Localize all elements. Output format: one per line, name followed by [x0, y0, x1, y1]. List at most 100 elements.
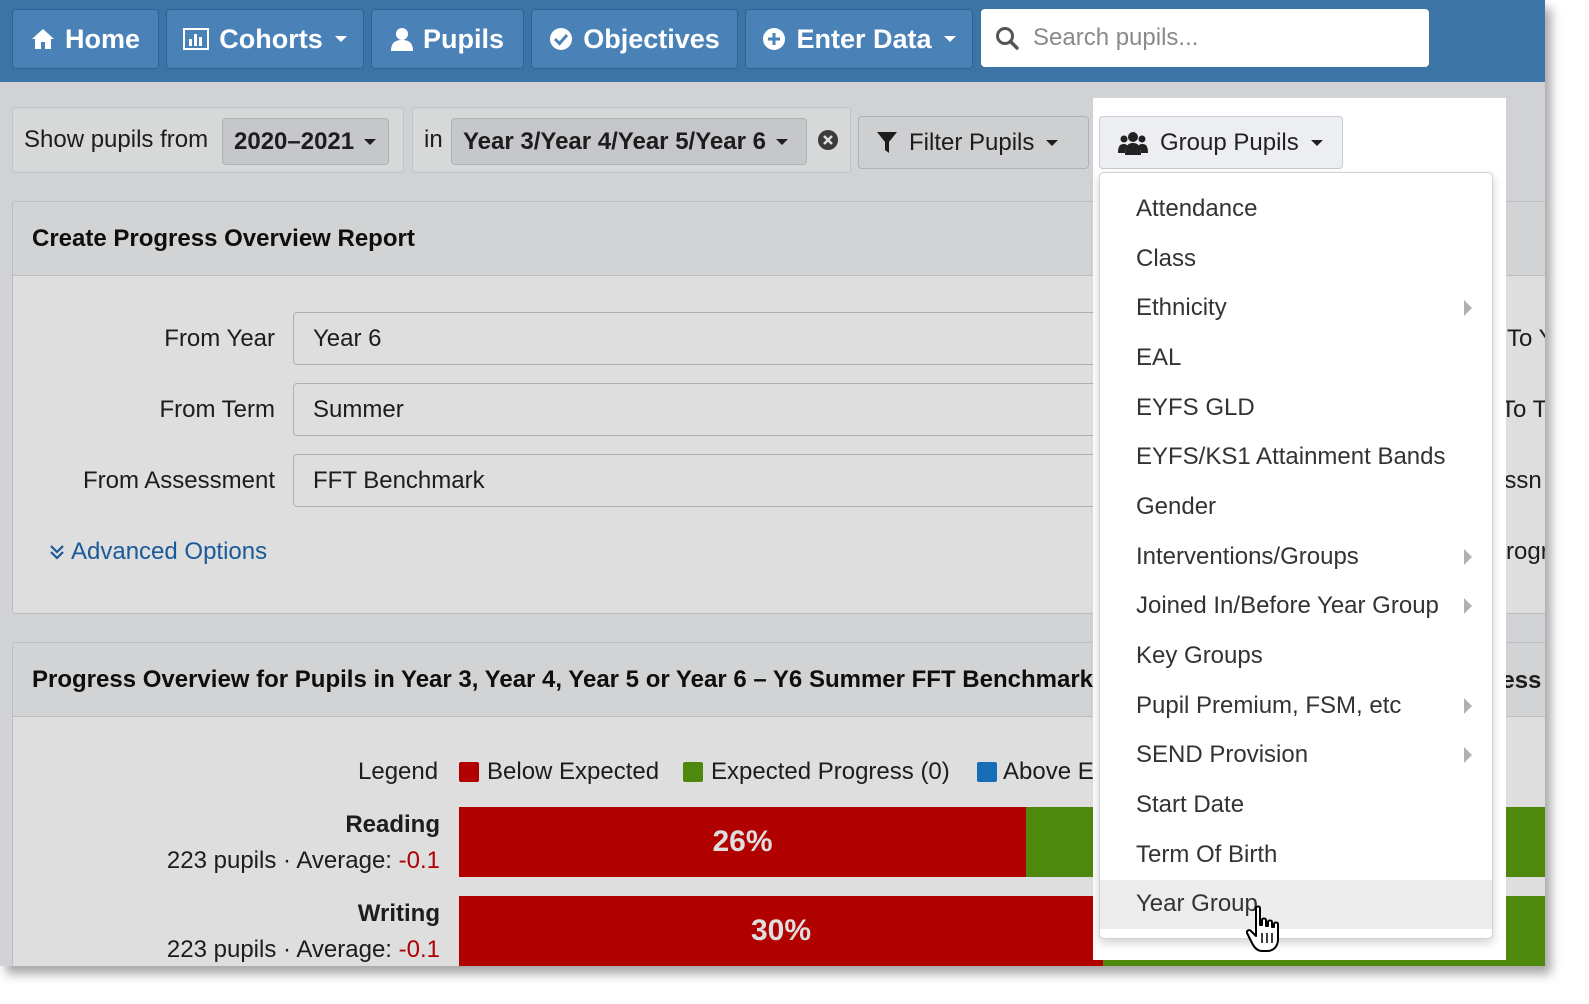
- filter-pupils-label: Filter Pupils: [909, 128, 1035, 156]
- legend-below-label: Below Expected: [487, 758, 660, 785]
- menu-item-eyfs-ks1-bands[interactable]: EYFS/KS1 Attainment Bands: [1100, 432, 1492, 482]
- menu-item-label: Term Of Birth: [1136, 840, 1278, 868]
- nav-objectives-button[interactable]: Objectives: [531, 9, 738, 69]
- from-assessment-value: FFT Benchmark: [313, 466, 485, 494]
- menu-item-joined-in[interactable]: Joined In/Before Year Group: [1100, 582, 1492, 632]
- user-icon: [390, 28, 413, 51]
- legend-swatch-above: [977, 762, 997, 782]
- year-groups-value: Year 3/Year 4/Year 5/Year 6: [463, 127, 766, 155]
- menu-item-label: Joined In/Before Year Group: [1136, 592, 1439, 620]
- writing-summary: 223 pupils · Average: -0.1: [13, 936, 440, 964]
- nav-objectives-label: Objectives: [583, 23, 720, 54]
- nav-home-label: Home: [64, 23, 140, 54]
- chevron-right-icon: [1464, 598, 1472, 615]
- menu-item-label: EYFS GLD: [1136, 393, 1255, 421]
- menu-item-label: Interventions/Groups: [1136, 542, 1359, 570]
- menu-item-label: Class: [1136, 244, 1197, 272]
- check-circle-icon: [550, 28, 573, 50]
- writing-pupils-text: 223 pupils · Average:: [166, 936, 399, 963]
- menu-item-interventions[interactable]: Interventions/Groups: [1100, 532, 1492, 582]
- nav-pupils-label: Pupils: [422, 23, 504, 54]
- from-year-value: Year 6: [313, 324, 382, 352]
- menu-item-pupil-premium[interactable]: Pupil Premium, FSM, etc: [1100, 681, 1492, 731]
- menu-item-label: Gender: [1136, 492, 1217, 520]
- menu-item-send-provision[interactable]: SEND Provision: [1100, 731, 1492, 781]
- chevron-right-icon: [1464, 548, 1472, 565]
- search-box: [981, 9, 1429, 67]
- from-year-label: From Year: [164, 325, 275, 352]
- group-pupils-menu: Attendance Class Ethnicity EAL EYFS GLD …: [1099, 172, 1493, 939]
- from-term-value: Summer: [313, 395, 404, 423]
- show-pupils-label: Show pupils from: [24, 126, 209, 153]
- plus-circle-icon: [763, 28, 786, 50]
- from-term-label: From Term: [159, 396, 275, 423]
- menu-item-label: SEND Provision: [1136, 741, 1309, 769]
- menu-item-ethnicity[interactable]: Ethnicity: [1100, 283, 1492, 333]
- from-assessment-field[interactable]: FFT Benchmark: [293, 454, 1193, 507]
- nav-cohorts-label: Cohorts: [219, 23, 323, 54]
- menu-item-year-group[interactable]: Year Group: [1100, 879, 1492, 930]
- menu-item-label: Start Date: [1136, 791, 1245, 819]
- reading-average: -0.1: [398, 847, 440, 874]
- chevron-down-icon: [775, 138, 788, 145]
- group-pupils-label: Group Pupils: [1160, 128, 1299, 156]
- create-report-title: Create Progress Overview Report: [32, 224, 415, 252]
- chevron-right-icon: [1464, 697, 1472, 714]
- to-term-label: To T: [1501, 396, 1545, 423]
- menu-item-label: Year Group: [1136, 890, 1258, 918]
- filter-icon: [877, 131, 897, 153]
- menu-item-class[interactable]: Class: [1100, 234, 1492, 284]
- nav-home-button[interactable]: Home: [12, 9, 159, 69]
- chevron-right-icon: [1464, 747, 1472, 764]
- academic-year-value: 2020–2021: [234, 127, 355, 155]
- menu-item-start-date[interactable]: Start Date: [1100, 780, 1492, 830]
- reading-summary: 223 pupils · Average: -0.1: [13, 847, 440, 875]
- writing-subject-label: Writing: [357, 900, 440, 927]
- menu-item-eyfs-gld[interactable]: EYFS GLD: [1100, 383, 1492, 433]
- menu-item-eal[interactable]: EAL: [1100, 333, 1492, 383]
- users-icon: [1118, 131, 1148, 155]
- bar-chart-icon: [183, 28, 210, 50]
- from-year-field[interactable]: Year 6: [293, 312, 1193, 365]
- chevron-down-icon: [364, 138, 377, 145]
- menu-item-label: Ethnicity: [1136, 294, 1227, 322]
- clear-icon[interactable]: [817, 129, 839, 151]
- group-pupils-button[interactable]: Group Pupils: [1099, 116, 1343, 169]
- advanced-options-link[interactable]: Advanced Options: [49, 538, 267, 566]
- progress-overview-title: Progress Overview for Pupils in Year 3, …: [32, 665, 1094, 693]
- to-year-label: To Y: [1507, 325, 1545, 352]
- menu-item-label: Pupil Premium, FSM, etc: [1136, 691, 1402, 719]
- filter-pupils-button[interactable]: Filter Pupils: [858, 116, 1089, 169]
- writing-bar-below[interactable]: 30%: [459, 896, 1103, 966]
- nav-enter-data-button[interactable]: Enter Data: [745, 9, 973, 69]
- search-input[interactable]: [1031, 23, 1411, 53]
- legend-expected-label: Expected Progress (0): [711, 758, 950, 785]
- year-groups-select[interactable]: Year 3/Year 4/Year 5/Year 6: [451, 118, 807, 165]
- hand-pointer-cursor-icon: [1246, 905, 1279, 952]
- reading-below-pct: 26%: [712, 825, 773, 858]
- home-icon: [31, 29, 54, 49]
- nav-cohorts-button[interactable]: Cohorts: [166, 9, 364, 69]
- chevron-right-icon: [1464, 300, 1472, 317]
- app-window: Home Cohorts Pupils Objectives Enter Dat…: [0, 0, 1545, 966]
- reading-pupils-text: 223 pupils · Average:: [166, 847, 399, 874]
- nav-enter-data-label: Enter Data: [796, 23, 932, 54]
- chevron-down-icon: [1046, 139, 1059, 146]
- menu-item-label: Attendance: [1136, 194, 1258, 222]
- from-assessment-label: From Assessment: [82, 467, 275, 494]
- writing-average: -0.1: [398, 936, 440, 963]
- menu-item-term-of-birth[interactable]: Term Of Birth: [1100, 830, 1492, 880]
- menu-item-key-groups[interactable]: Key Groups: [1100, 631, 1492, 681]
- academic-year-select[interactable]: 2020–2021: [222, 118, 389, 165]
- legend-swatch-below: [459, 762, 479, 782]
- chevron-down-icon: [1310, 139, 1323, 146]
- chevron-down-icon: [334, 36, 347, 42]
- menu-item-gender[interactable]: Gender: [1100, 482, 1492, 532]
- menu-item-label: Key Groups: [1136, 642, 1263, 670]
- menu-item-attendance[interactable]: Attendance: [1100, 184, 1492, 234]
- nav-pupils-button[interactable]: Pupils: [371, 9, 524, 69]
- writing-below-pct: 30%: [750, 914, 812, 947]
- from-term-field[interactable]: Summer: [293, 383, 1193, 436]
- reading-bar-below[interactable]: 26%: [459, 807, 1026, 877]
- advanced-options-label: Advanced Options: [71, 538, 268, 565]
